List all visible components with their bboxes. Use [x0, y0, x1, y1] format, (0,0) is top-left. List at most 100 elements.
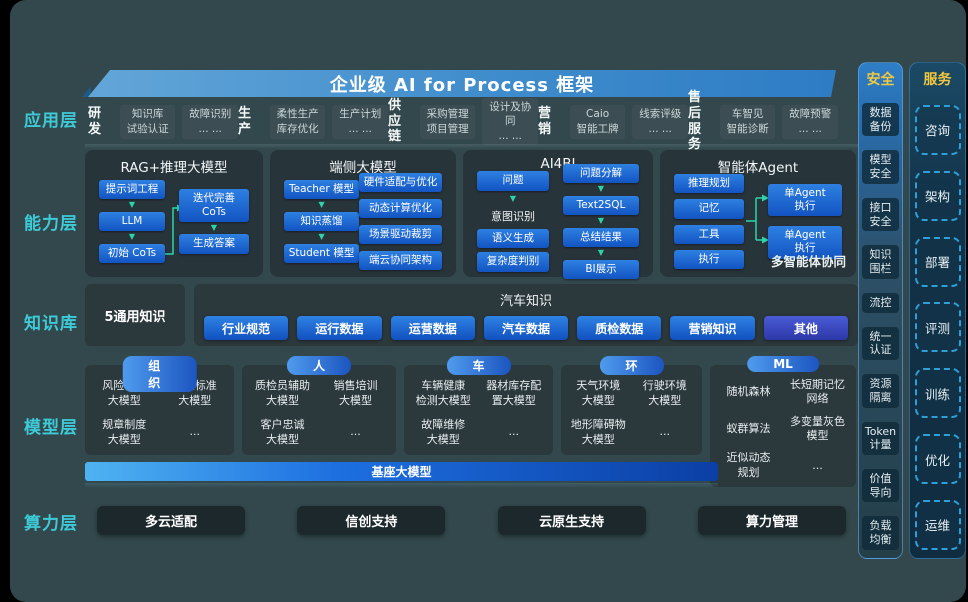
application-layer-row: 研发 知识库 试验认证 故障识别 ... ... 生产 柔性生产 库存优化 生产…	[88, 90, 838, 152]
security-panel-title: 安全	[866, 72, 895, 88]
app-item-box: 线索评级 ... ...	[632, 104, 688, 139]
model-item: 规章制度 大模型	[102, 418, 147, 446]
layer-label-model: 模型层	[24, 418, 78, 438]
app-item-box: 柔性生产 库存优化	[269, 104, 326, 139]
cap-box-title: 智能体Agent	[717, 160, 799, 176]
app-group-after-sales: 售后 服务 车智见 智能诊断 故障预警 ... ...	[688, 90, 838, 152]
model-group-organization: 组织 风险管理 大模型 行业标准 大模型 规章制度 大模型 ...	[85, 356, 234, 455]
model-item: 质检员辅助 大模型	[255, 379, 310, 407]
knowledge-pill: 其他	[763, 316, 848, 340]
model-layer-row: 组织 风险管理 大模型 行业标准 大模型 规章制度 大模型 ... 人 质检员辅…	[85, 356, 858, 487]
security-item: 接口 安全	[862, 197, 899, 232]
compute-layer-row: 多云适配 信创支持 云原生支持 算力管理	[85, 506, 858, 535]
model-item: 故障维修 大模型	[421, 418, 466, 446]
node-initial-cots: 初始 CoTs	[99, 243, 165, 263]
security-item: 资源 隔离	[862, 374, 899, 408]
node-iterate-cots: 迭代完善 CoTs	[179, 189, 249, 222]
arrow-down-icon: ▼	[318, 232, 325, 242]
model-group-tag: 环	[599, 356, 664, 375]
app-group-label: 研发	[88, 105, 102, 137]
title-banner: 企业级 AI for Process 框架	[88, 70, 836, 97]
model-item: 随机森林	[726, 385, 771, 399]
security-item: 统一 认证	[862, 326, 899, 361]
cap-box-rag: RAG+推理大模型 提示词工程 ▼ LLM ▼ 初始 CoTs 迭代完善 CoT…	[85, 150, 263, 277]
app-item-box: 生产计划 ... ...	[332, 104, 388, 139]
ai4bi-left-column: 问题 ▼ 意图识别 语义生成 复杂度判别	[477, 171, 549, 272]
model-item: ...	[189, 425, 201, 439]
model-group-tag: 人	[286, 356, 352, 375]
layer-label-compute: 算力层	[24, 514, 78, 534]
app-item-box: 车智见 智能诊断	[719, 104, 776, 139]
cap-box-title: 端侧大模型	[329, 160, 397, 176]
app-group-label: 供应 链	[388, 98, 402, 145]
edge-right-column: 硬件适配与优化 动态计算优化 场景驱动裁剪 端云协同架构	[359, 172, 442, 271]
app-group-label: 生产	[238, 105, 252, 137]
app-group-production: 生产 柔性生产 库存优化 生产计划 ... ...	[238, 104, 388, 139]
node-single-agent-exec: 单Agent 执行	[768, 184, 842, 217]
model-item: 近似动态 规划	[726, 451, 771, 479]
app-item-box: 设计及协同 ... ...	[482, 98, 538, 145]
node-teacher-model: Teacher 模型	[284, 180, 360, 200]
model-group-people: 人 质检员辅助 大模型 销售培训 大模型 客户忠诚 大模型 ...	[242, 356, 396, 455]
knowledge-pill: 运营数据	[390, 316, 475, 340]
page-title: 企业级 AI for Process 框架	[329, 74, 595, 96]
node-prompt-engineering: 提示词工程	[99, 180, 165, 200]
shelf-highlight	[85, 144, 858, 149]
model-item: 器材库存配 置大模型	[486, 379, 542, 407]
app-item-box: 知识库 试验认证	[119, 104, 176, 139]
model-item: ...	[659, 425, 671, 439]
app-item-box: 采购管理 项目管理	[419, 104, 476, 139]
node-edge-cloud-arch: 端云协同架构	[359, 251, 442, 271]
node-bi-display: BI展示	[563, 259, 639, 279]
cap-box-edge-model: 端侧大模型 Teacher 模型 ▼ 知识蒸馏 ▼ Student 模型 硬件适…	[270, 150, 456, 277]
node-student-model: Student 模型	[284, 243, 360, 263]
model-item: 客户忠诚 大模型	[260, 418, 305, 446]
app-group-rd: 研发 知识库 试验认证 故障识别 ... ...	[88, 104, 238, 139]
security-item: 流控	[862, 292, 899, 313]
service-item: 咨询	[914, 104, 961, 155]
node-knowledge-distillation: 知识蒸馏	[284, 211, 360, 232]
knowledge-pill: 质检数据	[577, 316, 662, 340]
layer-label-knowledge: 知识库	[24, 314, 78, 334]
model-group-tag: 组织	[122, 356, 197, 392]
knowledge-layer-row: 5通用知识 汽车知识 行业规范 运行数据 运营数据 汽车数据 质检数据 营销知识…	[85, 284, 858, 346]
node-generate-answer: 生成答案	[179, 234, 249, 254]
cap-columns: 推理规划 记忆 工具 执行 单Agent 执行 单Agent 执行	[660, 174, 856, 277]
knowledge-pill: 营销知识	[670, 316, 755, 340]
services-panel: 服务 咨询 架构 部署 评测 训练 优化 运维	[909, 62, 966, 559]
node-memory: 记忆	[674, 199, 744, 219]
model-item: 销售培训 大模型	[333, 379, 378, 407]
node-dynamic-compute: 动态计算优化	[359, 198, 442, 218]
edge-left-column: Teacher 模型 ▼ 知识蒸馏 ▼ Student 模型	[284, 174, 360, 269]
capability-layer-row: RAG+推理大模型 提示词工程 ▼ LLM ▼ 初始 CoTs 迭代完善 CoT…	[85, 150, 858, 279]
model-group-tag: 车	[446, 356, 511, 375]
model-grid: 随机森林 长短期记忆 网络 蚁群算法 多变量灰色 模型 近似动态 规划 ...	[714, 375, 852, 483]
model-group-tag: ML	[747, 356, 819, 372]
auto-knowledge-box: 汽车知识 行业规范 运行数据 运营数据 汽车数据 质检数据 营销知识 其他	[194, 284, 858, 346]
model-grid: 天气环境 大模型 行驶环境 大模型 地形障碍物 大模型 ...	[565, 375, 698, 451]
shelf-highlight	[85, 483, 718, 488]
banner-ribbon-tip	[82, 86, 91, 97]
service-item: 优化	[914, 434, 961, 485]
node-reasoning-planning: 推理规划	[674, 174, 744, 194]
model-item: 车辆健康 检测大模型	[415, 379, 471, 407]
node-question-decompose: 问题分解	[563, 164, 639, 184]
node-summarize-result: 总结结果	[563, 227, 639, 248]
node-scenario-pruning: 场景驱动裁剪	[359, 225, 442, 245]
cap-columns: Teacher 模型 ▼ 知识蒸馏 ▼ Student 模型 硬件适配与优化 动…	[270, 172, 456, 277]
node-single-agent-exec: 单Agent 执行	[768, 226, 842, 259]
ai4bi-right-column: 问题分解 ▼ Text2SQL ▼ 总结结果 ▼ BI展示	[563, 164, 639, 279]
security-item: 知识 围栏	[862, 245, 899, 279]
cap-columns: 提示词工程 ▼ LLM ▼ 初始 CoTs 迭代完善 CoTs ▼ 生成答案	[85, 174, 263, 277]
model-group-vehicle: 车 车辆健康 检测大模型 器材库存配 置大模型 故障维修 大模型 ...	[404, 356, 553, 455]
service-item: 评测	[914, 302, 961, 353]
app-group-supply-chain: 供应 链 采购管理 项目管理 设计及协同 ... ...	[388, 98, 538, 145]
model-item: 蚁群算法	[726, 421, 771, 435]
model-item: ...	[812, 458, 823, 472]
knowledge-pill: 行业规范	[204, 316, 289, 340]
security-item: 负载 均衡	[862, 516, 899, 550]
model-grid: 质检员辅助 大模型 销售培训 大模型 客户忠诚 大模型 ...	[246, 375, 392, 451]
layer-label-capability: 能力层	[24, 214, 78, 234]
node-execution: 执行	[674, 249, 744, 269]
service-item: 架构	[914, 170, 961, 221]
